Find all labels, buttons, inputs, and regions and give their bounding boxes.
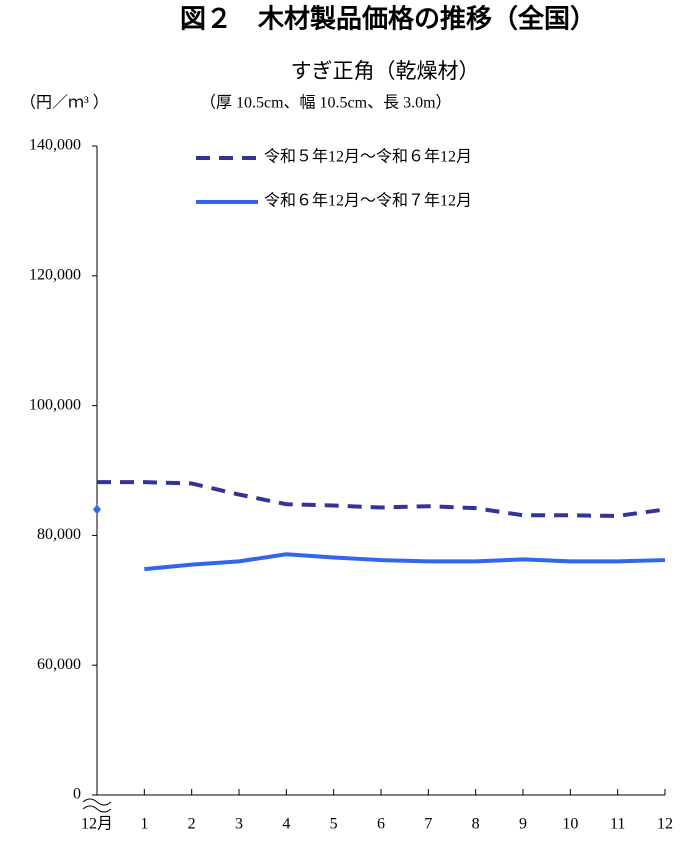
x-tick-label: 2 bbox=[188, 816, 196, 833]
x-tick-label: 10 bbox=[562, 816, 578, 833]
chart-title: 図２ 木材製品価格の推移（全国） bbox=[180, 4, 596, 35]
x-tick-label: 6 bbox=[377, 816, 385, 833]
y-tick-label: 60,000 bbox=[37, 656, 81, 673]
x-tick-label: 5 bbox=[330, 816, 338, 833]
y-tick-label: 0 bbox=[73, 786, 81, 803]
y-tick-label: 120,000 bbox=[29, 266, 81, 283]
y-tick-label: 140,000 bbox=[29, 137, 81, 154]
chart-subtitle: すぎ正角（乾燥材） bbox=[291, 59, 480, 83]
x-tick-label: 1 bbox=[140, 816, 148, 833]
x-tick-label: 12 bbox=[657, 816, 673, 833]
axis-break-gap bbox=[83, 799, 111, 809]
specification: （厚 10.5cm、幅 10.5cm、長 3.0m） bbox=[200, 94, 452, 112]
legend-label: 令和６年12月～令和７年12月 bbox=[264, 192, 472, 210]
legend-label: 令和５年12月～令和６年12月 bbox=[264, 148, 472, 166]
axis-break bbox=[82, 798, 112, 813]
x-tick-label: 3 bbox=[235, 816, 243, 833]
x-tick-label: 7 bbox=[424, 816, 432, 833]
x-tick-label: 9 bbox=[519, 816, 527, 833]
y-tick-label: 80,000 bbox=[37, 526, 81, 543]
x-tick-label: 4 bbox=[282, 816, 290, 833]
series-line bbox=[144, 552, 666, 572]
x-tick-label: 8 bbox=[472, 816, 480, 833]
point-marker bbox=[93, 504, 101, 515]
y-tick-label: 100,000 bbox=[29, 396, 81, 413]
x-tick-label: 11 bbox=[610, 816, 625, 833]
x-tick-label: 12月 bbox=[81, 816, 113, 833]
series-line bbox=[97, 480, 666, 518]
y-unit: （円／ｍ³ ） bbox=[20, 94, 109, 112]
